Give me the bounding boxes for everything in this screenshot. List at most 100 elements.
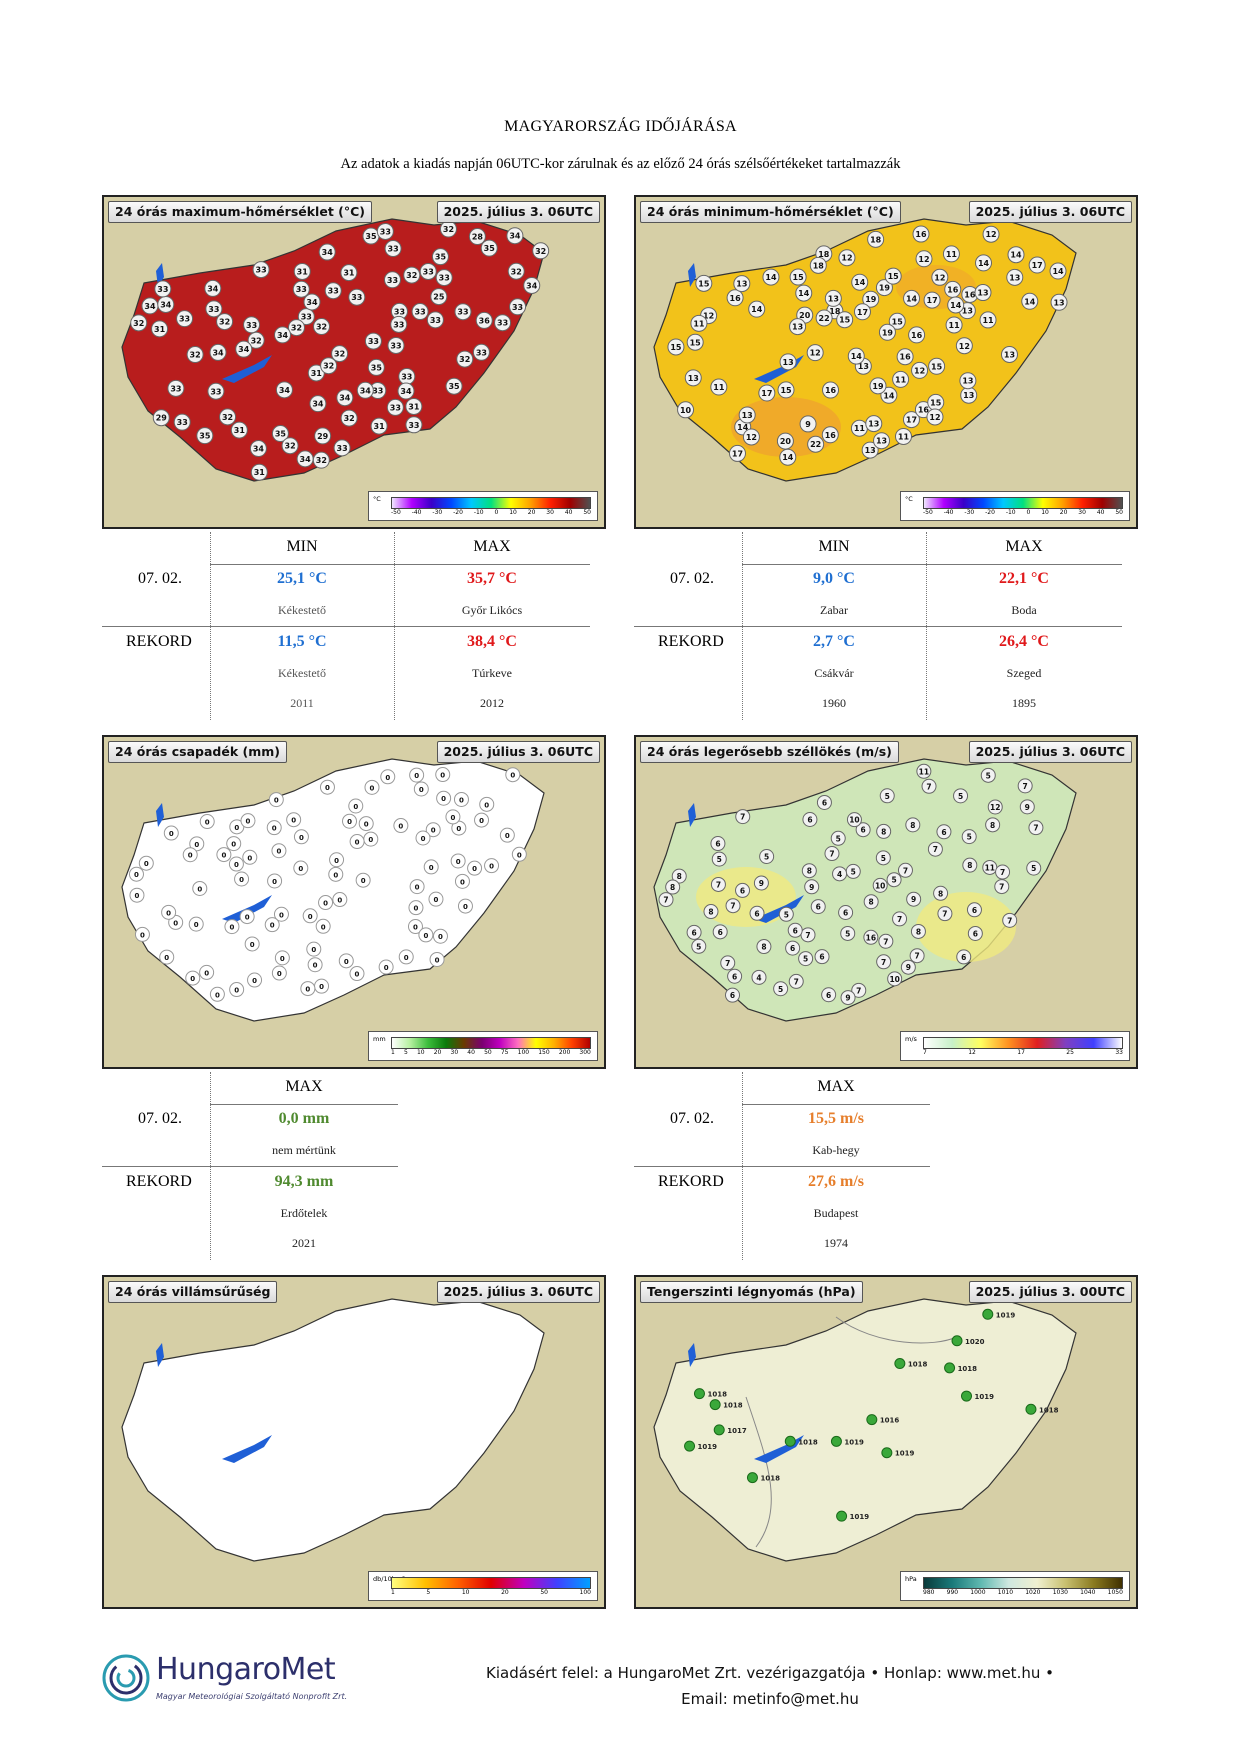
record-year: 2021 (292, 1236, 316, 1250)
station-value: 1019 (895, 1450, 915, 1458)
station-marker: 19 (878, 323, 896, 341)
station-marker: 13 (861, 441, 879, 459)
legend-tick: 40 (1096, 509, 1105, 516)
station-value: 32 (222, 413, 233, 422)
station-value: 9 (906, 963, 911, 972)
station-value: 32 (535, 247, 546, 256)
header-max: MAX (817, 1078, 855, 1095)
station-marker: 7 (921, 778, 937, 794)
station-value: 11 (898, 432, 910, 441)
station-value: 6 (730, 991, 735, 1000)
station-marker: 0 (293, 829, 309, 845)
station-marker: 34 (303, 293, 321, 311)
wind-stats-table: MAX 07. 02. 15,5 m/s Kab-hegy REKORD 27,… (634, 1072, 934, 1262)
station-value: 35 (365, 232, 377, 241)
station-value: 11 (949, 321, 961, 330)
station-marker: 0 (161, 904, 177, 920)
station-value: 33 (328, 287, 339, 296)
station-value: 0 (205, 819, 210, 827)
station-marker: 36 (475, 311, 493, 329)
station-marker: 17 (923, 291, 941, 309)
station-value: 33 (390, 341, 401, 350)
legend-tick: 50 (583, 509, 591, 516)
legend-tick: 40 (564, 509, 573, 516)
station-value: 32 (316, 456, 327, 465)
station-value: 31 (254, 468, 266, 477)
station-value: 0 (414, 905, 419, 913)
station-marker: 35 (480, 239, 498, 257)
station-marker: 0 (302, 908, 318, 924)
station-value: 13 (742, 411, 753, 420)
station-marker: 6 (802, 811, 818, 827)
station-marker: 0 (286, 812, 302, 828)
station-value: 7 (730, 902, 735, 911)
hungaromet-logo-icon (102, 1654, 150, 1702)
station-marker: 0 (358, 816, 374, 832)
station-marker: 9 (1019, 799, 1035, 815)
station-value: 10 (849, 816, 859, 825)
station-marker: 12 (931, 268, 949, 286)
station-value: 0 (272, 825, 277, 833)
legend-tick: 20 (1059, 509, 1068, 516)
station-value: 7 (794, 977, 799, 986)
record-min-value: 11,5 °C (277, 633, 327, 650)
station-value: 5 (881, 854, 886, 863)
station-marker: 11 (690, 314, 708, 332)
station-value: 34 (306, 298, 318, 307)
station-value: 0 (277, 848, 282, 856)
station-marker: 12 (911, 361, 929, 379)
station-value: 7 (881, 958, 886, 967)
station-value: 0 (438, 933, 443, 941)
station-value: 15 (930, 398, 942, 407)
legend-tick: 75 (500, 1049, 509, 1056)
station-value: 12 (990, 803, 1000, 812)
legend-tick: -20 (985, 509, 995, 516)
station-marker: 17 (853, 303, 871, 321)
station-value: 0 (279, 911, 284, 919)
lake-ferto (156, 1343, 164, 1367)
station-value: 16 (911, 331, 923, 340)
legend-ticks: 1 5 10 20 30 40 50 75 100 150 200 300 (391, 1049, 591, 1057)
max-value: 15,5 m/s (808, 1110, 864, 1127)
station-marker: 0 (264, 917, 280, 933)
station-value: 0 (169, 830, 174, 838)
station-marker: 19 (875, 279, 893, 297)
station-marker: 35 (196, 427, 214, 445)
station-marker: 5 (980, 767, 996, 783)
station-value: 0 (140, 931, 145, 939)
record-max-year: 1895 (1012, 696, 1036, 710)
station-value: 16 (900, 353, 912, 362)
station-marker: 33 (348, 288, 366, 306)
station-marker: 8 (985, 817, 1001, 833)
station-value: 0 (197, 885, 202, 893)
station-marker: 34 (274, 326, 292, 344)
station-value: 0 (298, 865, 303, 873)
station-value: 6 (790, 944, 795, 953)
station-marker: 6 (855, 822, 871, 838)
station-value: 0 (355, 971, 360, 979)
station-value: 5 (803, 955, 808, 964)
station-value: 9 (1025, 803, 1030, 812)
station-value: 8 (967, 861, 972, 870)
station-marker: 33 (176, 310, 194, 328)
color-legend: m/s 7 12 17 25 33 (900, 1031, 1130, 1061)
min-value: 25,1 °C (277, 570, 327, 587)
station-marker: 1018 (746, 1472, 780, 1484)
legend-unit: °C (373, 495, 381, 503)
station-marker: 13 (974, 284, 992, 302)
station-value: 34 (212, 348, 224, 357)
tmin-stats-table: MIN MAX 07. 02. 9,0 °C Zabar 22,1 °C Bod… (634, 532, 1134, 722)
legend-tick: 1050 (1107, 1589, 1123, 1596)
station-value: 12 (918, 255, 929, 264)
station-marker: 0 (398, 949, 414, 965)
station-marker: 1018 (693, 1388, 727, 1400)
row-label-date: 07. 02. (138, 1110, 182, 1127)
station-marker: 6 (787, 922, 803, 938)
station-value: 0 (361, 877, 366, 885)
station-marker: 0 (364, 779, 380, 795)
row-label-record: REKORD (658, 633, 724, 650)
station-value: 8 (916, 927, 921, 936)
legend-tick: -30 (964, 509, 975, 516)
station-value: 1018 (908, 1361, 928, 1369)
map-panel-precip: 0 0 0 0 0 0 0 0 0 0 0 0 0 0 0 0 0 0 0 0 0 0 0 0 0 0 0 0 0 0 0 0 0 0 0 0 0 0 0 0… (102, 735, 606, 1069)
